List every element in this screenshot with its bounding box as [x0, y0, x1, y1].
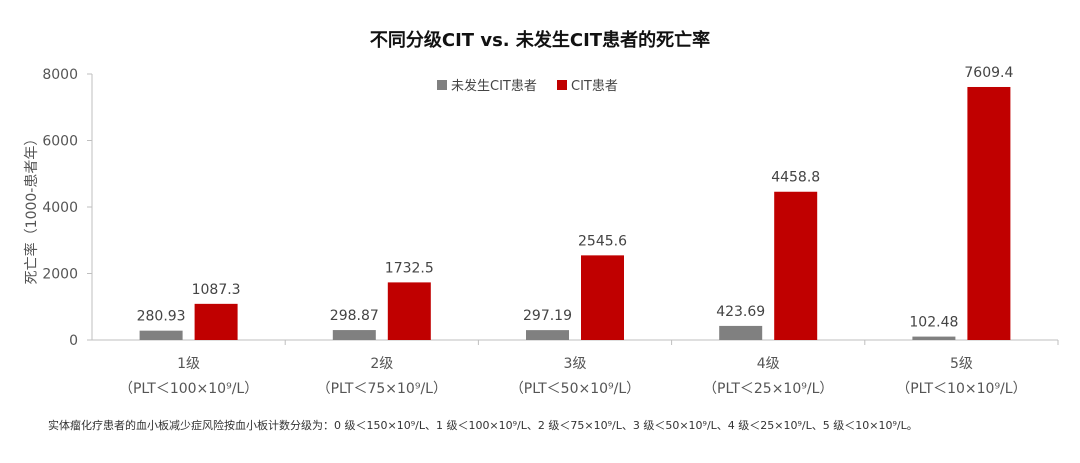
legend-swatch-no-cit: [437, 80, 447, 90]
category-label-5: 5级: [950, 356, 973, 372]
legend: 未发生CIT患者 CIT患者: [437, 78, 618, 94]
y-tick-label: 4000: [42, 200, 78, 216]
bar-cit-5: [967, 86, 1011, 340]
value-label-no-cit-5: 102.48: [909, 315, 958, 331]
value-label-cit-3: 2545.6: [578, 233, 627, 249]
legend-label-cit: CIT患者: [571, 79, 618, 94]
bar-cit-3: [581, 255, 624, 340]
bars: [139, 86, 1011, 340]
footnote: 实体瘤化疗患者的血小板减少症风险按血小板计数分级为：0 级＜150×10⁹/L、…: [48, 418, 918, 432]
category-label-4: 4级: [757, 356, 780, 372]
value-label-no-cit-4: 423.69: [716, 304, 765, 320]
category-sublabel-3: （PLT＜50×10⁹/L）: [510, 381, 640, 397]
value-label-no-cit-2: 298.87: [330, 308, 379, 324]
bar-no-cit-1: [139, 330, 183, 340]
y-tick-label: 8000: [42, 67, 78, 83]
value-labels: 280.93 1087.3 298.87 1732.5 297.19 2545.6 423.…: [137, 65, 1014, 331]
category-label-1: 1级: [177, 356, 200, 372]
category-label-2: 2级: [370, 356, 393, 372]
y-tick-label: 2000: [42, 267, 78, 283]
category-sublabel-1: （PLT＜100×10⁹/L）: [119, 381, 258, 397]
bar-cit-4: [774, 191, 818, 340]
value-label-no-cit-3: 297.19: [523, 308, 572, 324]
category-label-3: 3级: [564, 356, 587, 372]
value-label-cit-4: 4458.8: [771, 170, 820, 186]
category-sublabel-4: （PLT＜25×10⁹/L）: [703, 381, 833, 397]
category-sublabel-5: （PLT＜10×10⁹/L）: [896, 381, 1026, 397]
bar-no-cit-4: [719, 325, 763, 340]
y-axis-label: 死亡率（1000-患者年）: [23, 132, 40, 285]
bar-no-cit-2: [332, 330, 376, 340]
category-sublabel-2: （PLT＜75×10⁹/L）: [317, 381, 447, 397]
bar-cit-1: [194, 303, 238, 340]
bar-cit-2: [387, 282, 431, 340]
value-label-cit-2: 1732.5: [385, 260, 434, 276]
axes: 0 2000 4000 6000 8000: [42, 67, 1059, 349]
value-label-no-cit-1: 280.93: [137, 309, 186, 325]
bar-no-cit-3: [526, 330, 569, 340]
legend-label-no-cit: 未发生CIT患者: [451, 78, 537, 94]
bar-no-cit-5: [912, 336, 956, 340]
legend-swatch-cit: [557, 80, 567, 90]
value-label-cit-1: 1087.3: [192, 282, 241, 298]
category-labels: 1级 （PLT＜100×10⁹/L） 2级 （PLT＜75×10⁹/L） 3级 （PLT＜…: [119, 356, 1027, 397]
value-label-cit-5: 7609.4: [964, 65, 1013, 81]
y-tick-label: 0: [69, 333, 78, 349]
chart-title: 不同分级CIT vs. 未发生CIT患者的死亡率: [370, 29, 710, 51]
y-tick-label: 6000: [42, 134, 78, 150]
